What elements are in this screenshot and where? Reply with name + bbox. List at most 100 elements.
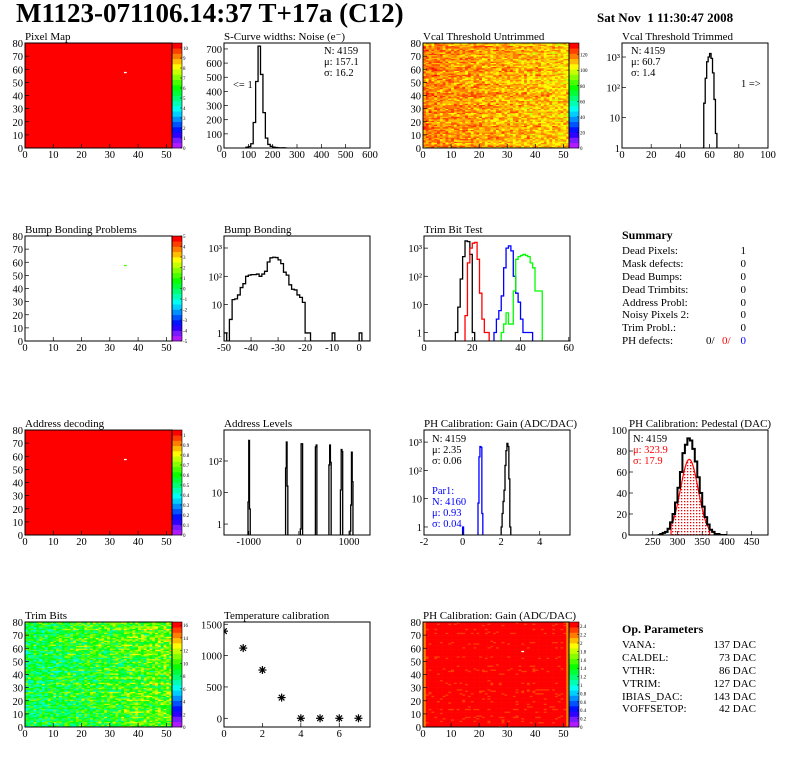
heatmap-cell [442, 107, 446, 109]
heatmap-cell [484, 46, 488, 49]
heatmap-cell [552, 87, 556, 90]
heatmap-cell [552, 140, 556, 142]
heatmap-cell [529, 121, 533, 124]
heatmap-cell [526, 99, 530, 102]
heatmap-cell [549, 117, 553, 120]
heatmap-cell [423, 99, 427, 102]
heatmap-cell [546, 73, 550, 75]
heatmap-cell [490, 134, 494, 137]
y-tick-label: 30 [13, 105, 24, 116]
heatmap-cell [546, 116, 550, 119]
heatmap-cell [487, 136, 491, 138]
heatmap-cell [448, 146, 452, 148]
heatmap-cell [465, 120, 469, 123]
colorbar-tick-label: 10 [183, 47, 189, 52]
heatmap-cell [543, 74, 547, 77]
heatmap-cell [451, 64, 455, 66]
heatmap-cell [25, 720, 29, 723]
heatmap-cell [132, 720, 136, 723]
heatmap-cell [526, 109, 530, 112]
heatmap-cell [462, 82, 466, 84]
heatmap-cell [504, 127, 508, 129]
heatmap-cell [496, 53, 500, 56]
heatmap-cell [467, 99, 472, 102]
heatmap-cell [498, 102, 502, 104]
heatmap-cell [521, 124, 525, 126]
heatmap-cell [487, 86, 491, 88]
heatmap-cell [490, 54, 494, 57]
heatmap-cell [524, 82, 528, 84]
heatmap-cell [493, 67, 497, 70]
heatmap-cell [448, 99, 452, 102]
heatmap-cell [557, 81, 561, 83]
heatmap-cell [510, 83, 514, 86]
heatmap-cell [146, 720, 150, 723]
heatmap-cell [493, 43, 497, 45]
heatmap-cell [512, 48, 516, 50]
heatmap-cell [524, 146, 528, 148]
heatmap-cell [442, 96, 446, 99]
x-tick-label: 100 [760, 150, 776, 161]
heatmap-cell [428, 98, 432, 100]
heatmap-cell [532, 67, 536, 70]
heatmap-cell [532, 94, 536, 96]
heatmap-cell [532, 129, 536, 132]
heatmap-cell [462, 77, 466, 79]
heatmap-cell [493, 86, 497, 88]
heatmap-cell [515, 46, 519, 49]
heatmap-cell [490, 95, 494, 98]
heatmap-cell [470, 130, 474, 133]
heatmap-cell [487, 137, 491, 140]
heatmap-cell [529, 142, 533, 145]
heatmap-cell [526, 54, 530, 57]
heatmap-cell [434, 81, 438, 83]
heatmap-cell [95, 720, 99, 723]
heatmap-cell [538, 104, 542, 107]
heatmap-cell [442, 146, 446, 148]
heatmap-cell [490, 53, 494, 56]
heatmap-cell [465, 58, 469, 61]
heatmap-cell [521, 75, 525, 78]
heatmap-cell [451, 77, 455, 79]
heatmap-cell [566, 46, 569, 49]
heatmap-cell [538, 103, 542, 105]
heatmap-cell [498, 140, 502, 142]
heatmap-cell [470, 115, 474, 117]
heatmap-cell [543, 128, 547, 130]
heatmap-cell [140, 721, 145, 724]
heatmap-cell [465, 77, 469, 79]
colorbar-tick-label: -3 [183, 319, 188, 324]
heatmap-cell [563, 103, 567, 105]
heatmap-cell [439, 130, 443, 133]
heatmap-cell [560, 103, 564, 105]
heatmap-cell [560, 46, 564, 49]
heatmap-cell [515, 96, 519, 99]
heatmap-cell [448, 120, 452, 123]
heatmap-cell [507, 43, 511, 45]
heatmap-cell [462, 50, 466, 53]
heatmap-cell [442, 81, 446, 83]
heatmap-cell [439, 142, 443, 145]
heatmap-cell [560, 112, 564, 115]
heatmap-cell [448, 108, 452, 111]
heatmap-cell [504, 86, 508, 88]
heatmap-cell [437, 117, 441, 120]
heatmap-cell [493, 136, 497, 138]
heatmap-cell [554, 64, 559, 66]
heatmap-cell [546, 112, 550, 115]
heatmap-cell [481, 82, 486, 84]
heatmap-cell [493, 73, 497, 75]
heatmap-cell [563, 138, 567, 141]
heatmap-cell [563, 134, 567, 137]
heatmap-cell [437, 56, 441, 58]
heatmap-cell [498, 124, 502, 126]
heatmap-cell [448, 127, 452, 129]
heatmap-cell [538, 111, 542, 113]
heatmap-cell [552, 120, 556, 123]
heatmap-cell [563, 109, 567, 112]
heatmap-cell [557, 116, 561, 119]
heatmap-cell [496, 71, 500, 74]
heatmap-cell [439, 115, 443, 117]
heatmap-cell [431, 99, 435, 102]
plot-area [702, 52, 718, 148]
